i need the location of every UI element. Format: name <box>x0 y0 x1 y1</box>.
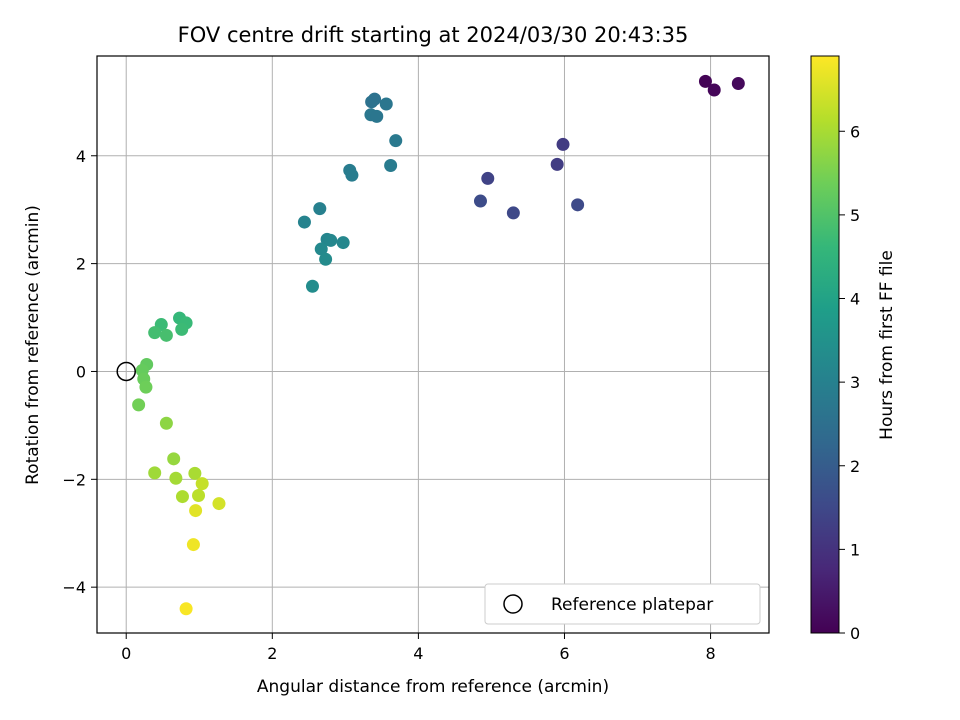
y-axis-ticks: −4 −2 0 2 4 <box>62 147 97 597</box>
scatter-point <box>506 206 520 220</box>
scatter-point <box>139 380 153 394</box>
scatter-point <box>324 233 338 247</box>
scatter-point <box>159 328 173 342</box>
scatter-point <box>384 158 398 172</box>
x-axis-label: Angular distance from reference (arcmin) <box>257 677 609 697</box>
colorbar-tick-label: 2 <box>850 457 860 476</box>
colorbar-tick-label: 4 <box>850 290 860 309</box>
colorbar-ticks: 0 1 2 3 4 5 6 <box>839 122 860 643</box>
x-tick-label: 4 <box>413 644 423 663</box>
scatter-point <box>389 134 403 148</box>
scatter-point <box>297 215 311 229</box>
data-points <box>132 74 745 616</box>
colorbar-tick-label: 0 <box>850 624 860 643</box>
grid-lines <box>97 56 769 633</box>
y-tick-label: 0 <box>76 362 86 381</box>
scatter-point <box>550 157 564 171</box>
scatter-point <box>707 83 721 97</box>
y-tick-label: 2 <box>76 255 86 274</box>
scatter-point <box>379 97 393 111</box>
scatter-point <box>148 466 162 480</box>
scatter-point <box>319 252 333 266</box>
scatter-point <box>481 171 495 185</box>
colorbar-tick-label: 3 <box>850 373 860 392</box>
scatter-point <box>731 77 745 91</box>
scatter-point <box>212 497 226 511</box>
scatter-point <box>186 538 200 552</box>
scatter-point <box>195 477 209 491</box>
scatter-point <box>370 109 384 123</box>
scatter-point <box>368 92 382 106</box>
scatter-point <box>169 471 183 485</box>
legend: Reference platepar <box>484 583 761 625</box>
y-tick-label: −2 <box>62 470 86 489</box>
scatter-point <box>179 602 193 616</box>
colorbar-tick-label: 6 <box>850 122 860 141</box>
scatter-point <box>192 488 206 502</box>
scatter-point <box>188 466 202 480</box>
legend-marker <box>503 594 523 614</box>
colorbar-label: Hours from first FF file <box>877 250 897 440</box>
scatter-point <box>305 279 319 293</box>
x-tick-label: 0 <box>121 644 131 663</box>
scatter-point <box>148 326 162 340</box>
x-axis-ticks: 0 2 4 6 8 <box>121 633 716 663</box>
scatter-point <box>189 504 203 518</box>
x-tick-label: 8 <box>705 644 715 663</box>
y-axis-label: Rotation from reference (arcmin) <box>23 205 43 485</box>
scatter-point <box>473 194 487 208</box>
scatter-point <box>571 198 585 212</box>
reference-point <box>116 361 136 382</box>
scatter-point <box>159 416 173 430</box>
scatter-point <box>132 398 146 412</box>
colorbar <box>810 55 840 634</box>
chart-title: FOV centre drift starting at 2024/03/30 … <box>178 23 689 47</box>
scatter-point <box>698 74 712 88</box>
y-tick-label: −4 <box>62 578 86 597</box>
colorbar-tick-label: 1 <box>850 540 860 559</box>
scatter-point <box>336 236 350 250</box>
x-tick-label: 2 <box>267 644 277 663</box>
legend-label-reference: Reference platepar <box>551 595 713 615</box>
scatter-point <box>556 137 570 151</box>
scatter-point <box>167 452 181 466</box>
legend-box <box>484 583 761 625</box>
x-tick-label: 6 <box>559 644 569 663</box>
scatter-point <box>345 168 359 182</box>
y-tick-label: 4 <box>76 147 86 166</box>
scatter-point <box>175 322 189 336</box>
scatter-point <box>175 490 189 504</box>
plot-frame <box>96 55 770 634</box>
scatter-point <box>314 242 328 256</box>
scatter-point <box>313 202 327 216</box>
colorbar-tick-label: 5 <box>850 206 860 225</box>
